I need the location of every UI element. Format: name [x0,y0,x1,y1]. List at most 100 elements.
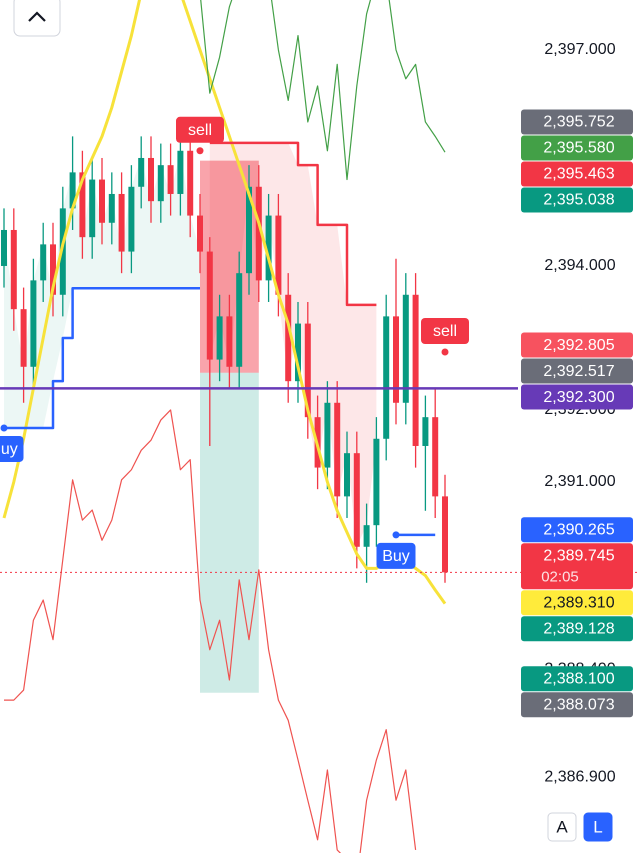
candle-body [69,172,76,209]
price-tag [521,109,633,135]
y-tick-label: 2,397.000 [544,41,615,58]
candle-body [108,193,115,223]
candle-body [59,208,66,295]
scale-button-label: A [556,817,568,836]
signal-dot [441,348,449,356]
indicator-line [2,0,447,605]
candle-body [344,453,350,497]
candle-body [432,417,439,497]
price-tag-label: 2,395.038 [543,192,614,209]
price-tag [521,358,633,384]
price-tags: 2,395.752 2,395.580 2,395.463 2,395.038 2,39… [521,109,633,718]
price-tag [521,517,633,543]
price-tag [521,161,633,187]
candle-body [118,193,125,252]
candle-body [255,186,262,281]
scale-button[interactable] [583,812,613,842]
signal-dot [392,531,400,539]
candle-body [265,215,272,281]
candle-body [89,179,96,238]
scale-button-label: L [593,817,602,836]
candle-body [422,417,429,446]
candle-body [324,402,331,468]
price-tag-label: 2,389.310 [543,595,614,612]
candle-body [197,215,203,252]
price-tag-label: 2,392.300 [543,389,614,406]
candle-body [275,215,282,295]
signal-label: Buy [0,441,18,458]
indicator-line [4,409,417,853]
price-tag-label: 2,388.073 [543,696,614,713]
price-tag-label: 2,392.517 [543,363,614,380]
candle-body [373,438,380,526]
candle-body [412,294,419,446]
price-tag [521,692,633,718]
candle-body [79,172,86,238]
candle-body [246,186,252,274]
candle-body [236,273,243,367]
countdown-label: 02:05 [541,568,579,585]
candle-body [226,316,233,367]
candle-body [363,525,370,547]
price-tag-label: 2,395.752 [543,114,614,131]
candle-body [177,150,184,194]
candle-body [353,453,360,547]
indicator-line [200,0,446,181]
price-tag [521,543,633,590]
candle-body [295,323,301,382]
price-tag [521,666,633,692]
price-tag-label: 2,389.128 [543,621,614,638]
signal-label-bg [376,542,416,569]
price-tag [521,332,633,358]
signal-label-bg [421,318,469,345]
candle-body [167,165,174,194]
y-tick-label: 2,391.000 [544,473,615,490]
signal-dot [0,424,8,432]
candle-body [383,316,390,439]
candle-body [10,229,17,310]
candle-body [393,316,399,403]
signal-label: sell [433,323,457,340]
collapse-button[interactable] [13,0,61,37]
price-tag-label: 2,390.265 [543,522,614,539]
candle-body [334,402,341,497]
signal-label-bg [176,116,224,143]
candle-body [20,309,27,367]
price-tag-label: 2,388.100 [543,670,614,687]
y-tick-label: 2,386.900 [544,768,615,785]
scale-button[interactable] [547,812,577,842]
price-tag-label: 2,395.580 [543,140,614,157]
candle-body [285,294,292,382]
candle-body [50,244,56,295]
price-tag [521,187,633,213]
candle-body [99,179,105,223]
candle-body [138,157,145,187]
candle-body [1,229,7,266]
indicator-line [209,141,377,307]
price-tag-label: 2,389.745 [543,548,614,565]
plot-area: sell Buy sell Buy [0,0,518,853]
candle-body [187,150,194,216]
signal-dot [196,147,204,155]
price-tag [521,616,633,642]
candle-body [157,165,164,202]
candle-body [40,244,47,281]
y-tick-label: 2,394.000 [544,257,615,274]
price-tag [521,384,633,410]
candle-body [442,496,448,573]
signal-label: Buy [382,548,410,565]
price-tag-label: 2,395.463 [543,166,614,183]
candle-body [216,316,223,360]
signal-label-bg [0,435,24,462]
price-tag [521,135,633,161]
candle-body [304,323,311,418]
candle-body [206,251,213,360]
candle-body [402,294,409,403]
candle-body [128,186,135,252]
indicator-line [4,287,436,537]
candle-body [30,280,37,367]
price-tag-label: 2,392.805 [543,337,614,354]
price-tag [521,590,633,616]
